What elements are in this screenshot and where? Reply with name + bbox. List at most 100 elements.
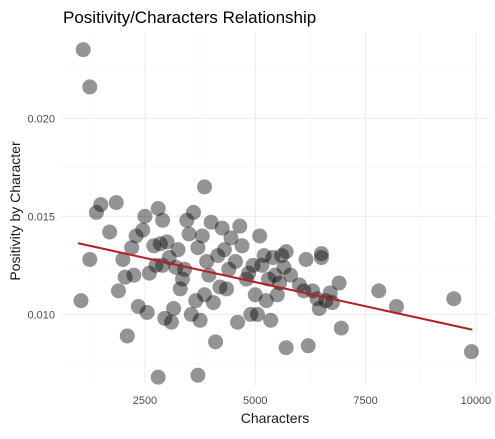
data-point	[234, 238, 250, 254]
data-point	[205, 295, 221, 311]
data-point	[313, 250, 329, 266]
data-point	[311, 301, 327, 317]
x-axis-ticks: 2500 5000 7500 10000	[133, 395, 491, 407]
data-point	[185, 204, 201, 220]
data-point	[276, 259, 292, 275]
data-point	[267, 267, 283, 283]
data-point	[115, 251, 131, 267]
data-point	[300, 338, 316, 354]
data-point	[93, 197, 109, 213]
data-point	[331, 275, 347, 291]
data-point	[73, 293, 89, 309]
data-point	[139, 304, 155, 320]
data-point	[128, 228, 144, 244]
data-point	[298, 251, 314, 267]
data-point	[278, 244, 294, 260]
y-tick-label: 0.010	[27, 309, 55, 321]
data-point	[274, 248, 290, 264]
data-point	[183, 306, 199, 322]
data-point	[249, 306, 265, 322]
data-point	[199, 253, 215, 269]
data-point	[216, 242, 232, 258]
trend-line	[77, 242, 473, 331]
data-point	[197, 287, 213, 303]
data-point	[265, 250, 281, 266]
data-point	[170, 242, 186, 258]
data-point	[102, 224, 118, 240]
data-point	[188, 293, 204, 309]
data-point	[260, 271, 276, 287]
x-tick-label: 7500	[353, 395, 377, 407]
data-point	[446, 291, 462, 307]
data-point	[223, 230, 239, 246]
data-point	[313, 246, 329, 262]
x-tick-label: 10000	[461, 395, 492, 407]
data-point	[135, 222, 151, 238]
data-point	[150, 201, 166, 216]
data-point	[243, 306, 259, 322]
data-point	[110, 283, 126, 299]
data-point	[152, 236, 168, 252]
data-point	[141, 265, 157, 281]
data-point	[212, 279, 228, 295]
x-tick-label: 2500	[133, 395, 157, 407]
data-point	[194, 228, 210, 244]
data-points	[73, 42, 479, 385]
chart-title: Positivity/Characters Relationship	[63, 8, 316, 27]
data-point	[269, 287, 285, 303]
data-point	[166, 301, 182, 317]
data-point	[190, 240, 206, 256]
y-tick-label: 0.015	[27, 211, 55, 223]
data-point	[252, 228, 268, 244]
data-point	[146, 238, 162, 254]
data-point	[232, 218, 248, 234]
data-point	[179, 212, 195, 228]
data-point	[208, 334, 224, 350]
data-point	[117, 269, 133, 285]
data-point	[150, 369, 166, 385]
data-point	[227, 253, 243, 269]
data-point	[230, 314, 246, 330]
data-point	[463, 344, 479, 360]
data-point	[322, 285, 338, 301]
data-point	[181, 226, 197, 242]
y-axis-title: Positivity by Character	[7, 141, 23, 281]
grid-lines	[62, 32, 490, 385]
data-point	[190, 367, 206, 383]
data-point	[130, 299, 146, 315]
data-point	[155, 212, 171, 228]
data-point	[172, 281, 188, 297]
data-point	[254, 257, 270, 273]
data-point	[291, 277, 307, 293]
data-point	[203, 214, 219, 230]
data-point	[258, 293, 274, 309]
data-point	[256, 248, 272, 264]
y-tick-label: 0.020	[27, 113, 55, 125]
data-point	[159, 234, 175, 250]
data-point	[124, 240, 140, 256]
data-point	[192, 312, 208, 328]
data-point	[388, 299, 404, 315]
y-axis-ticks: 0.010 0.015 0.020	[27, 113, 55, 321]
data-point	[247, 287, 263, 303]
data-point	[82, 79, 98, 95]
data-point	[219, 281, 235, 297]
data-point	[283, 267, 299, 283]
x-axis-title: Characters	[241, 410, 309, 426]
data-point	[333, 320, 349, 336]
data-point	[88, 204, 104, 220]
data-point	[210, 248, 226, 264]
x-tick-label: 5000	[243, 395, 267, 407]
data-point	[278, 340, 294, 356]
data-point	[126, 267, 142, 283]
trend-line-group	[77, 242, 473, 331]
data-point	[371, 283, 387, 299]
data-point	[238, 271, 254, 287]
data-point	[75, 42, 91, 58]
data-point	[221, 261, 237, 277]
data-point	[163, 314, 179, 330]
data-point	[296, 283, 312, 299]
data-point	[119, 328, 135, 344]
